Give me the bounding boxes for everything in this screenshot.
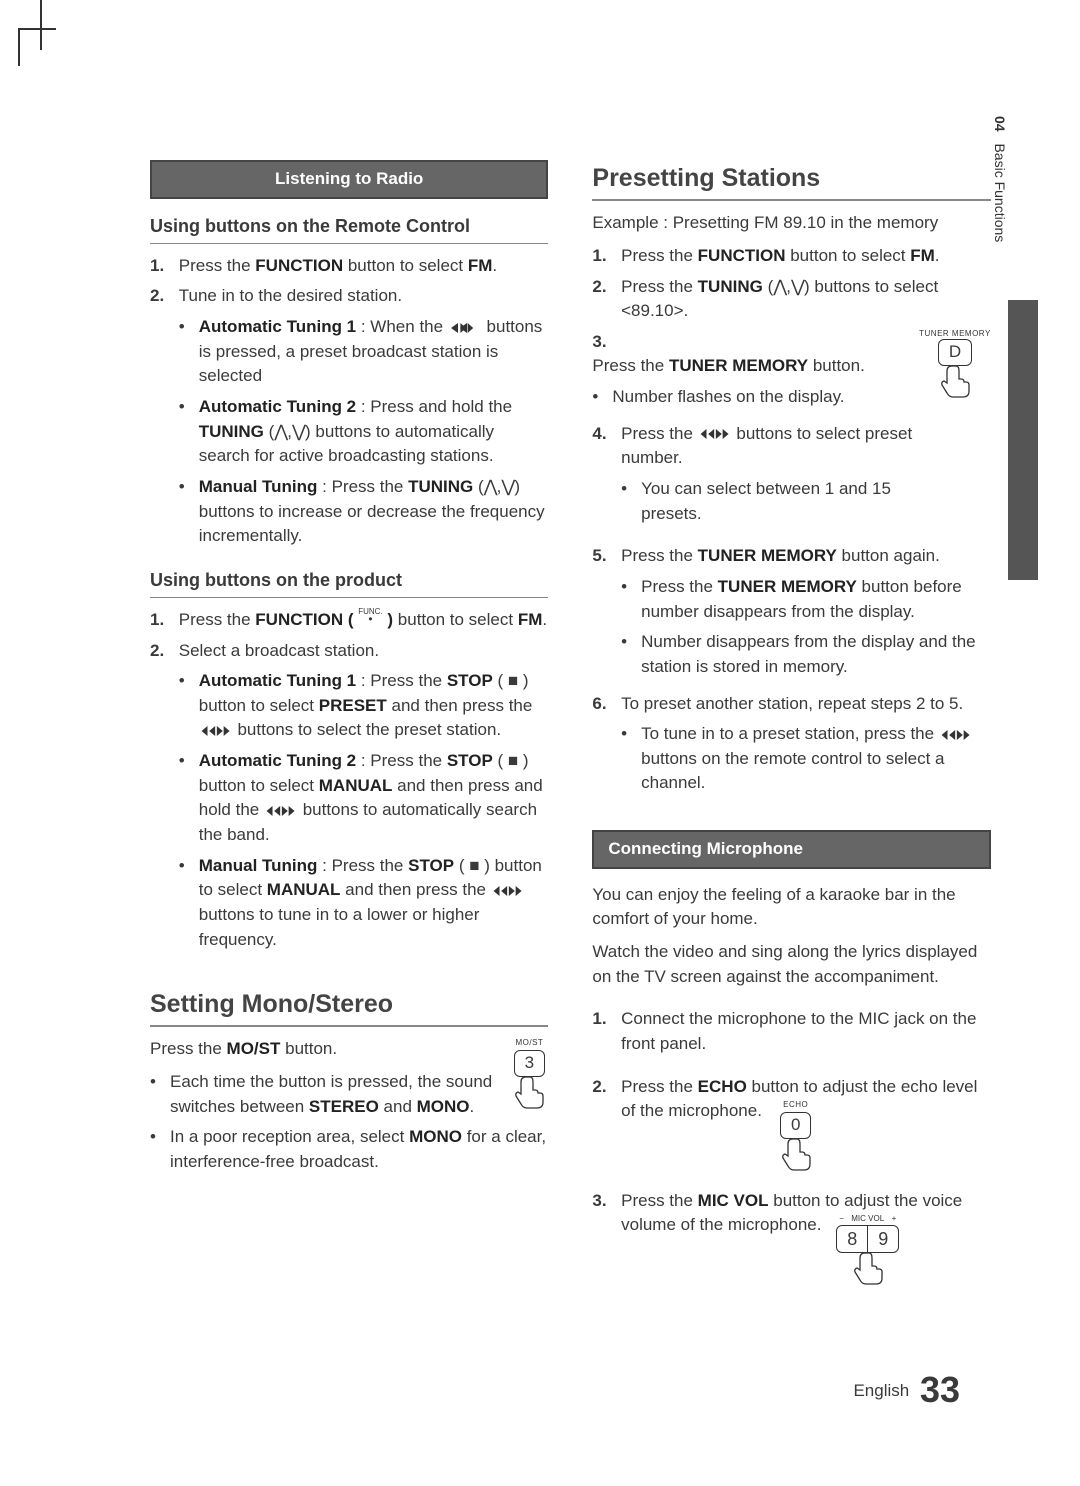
step: 1. Connect the microphone to the MIC jac… [592, 1007, 990, 1056]
step: 1. Press the FUNCTION ( FUNC.• ) button … [150, 608, 548, 633]
step: 4. Press the buttons to select preset nu… [592, 422, 990, 533]
example-text: Example : Presetting FM 89.10 in the mem… [592, 211, 990, 236]
step: 2. Tune in to the desired station. Autom… [150, 284, 548, 554]
step: 1. Press the FUNCTION button to select F… [150, 254, 548, 279]
step: 2. Press the ECHO button to adjust the e… [592, 1075, 990, 1171]
section-banner-radio: Listening to Radio [150, 160, 548, 199]
thumb-index-bar [1008, 300, 1038, 580]
hand-icon [849, 1251, 887, 1285]
crop-mark-2 [40, 0, 42, 50]
step: 1. Press the FUNCTION button to select F… [592, 244, 990, 269]
section-banner-microphone: Connecting Microphone [592, 830, 990, 869]
crop-mark [18, 28, 56, 66]
skip-prev-next-icon [939, 724, 973, 743]
chapter-title: Basic Functions [992, 143, 1008, 242]
tuner-memory-button-graphic: TUNER MEMORY D [919, 330, 991, 398]
skip-prev-next-icon [199, 720, 233, 739]
skip-prev-next-icon [448, 317, 482, 336]
echo-button-graphic: ECHO 0 [777, 1099, 815, 1171]
skip-prev-next-icon [491, 880, 525, 899]
subheading-remote: Using buttons on the Remote Control [150, 213, 548, 244]
func-icon: FUNC.• [358, 608, 382, 623]
hand-icon [510, 1075, 548, 1109]
skip-prev-next-icon [698, 424, 732, 443]
skip-prev-next-icon [264, 800, 298, 819]
page-number: 33 [920, 1369, 960, 1410]
step: 2. Press the TUNING (⋀,⋁) buttons to sel… [592, 275, 990, 324]
chapter-number: 04 [992, 116, 1008, 132]
mo-st-button-graphic: MO/ST 3 [510, 1037, 548, 1109]
subheading-product: Using buttons on the product [150, 567, 548, 598]
mic-intro-1: You can enjoy the feeling of a karaoke b… [592, 883, 990, 932]
hand-icon [777, 1137, 815, 1171]
step: 2. Select a broadcast station. Automatic… [150, 639, 548, 959]
step: 6. To preset another station, repeat ste… [592, 692, 990, 803]
page-footer: English 33 [853, 1364, 960, 1416]
side-tab: 04 Basic Functions [986, 110, 1010, 290]
hand-icon [936, 364, 974, 398]
heading-mono-stereo: Setting Mono/Stereo [150, 986, 548, 1027]
mic-vol-button-graphic: −MIC VOL+ 89 [836, 1213, 899, 1285]
heading-presetting: Presetting Stations [592, 160, 990, 201]
step: 5. Press the TUNER MEMORY button again. … [592, 544, 990, 685]
footer-language: English [853, 1381, 909, 1400]
step: 3. Press the MIC VOL button to adjust th… [592, 1189, 990, 1285]
mic-intro-2: Watch the video and sing along the lyric… [592, 940, 990, 989]
